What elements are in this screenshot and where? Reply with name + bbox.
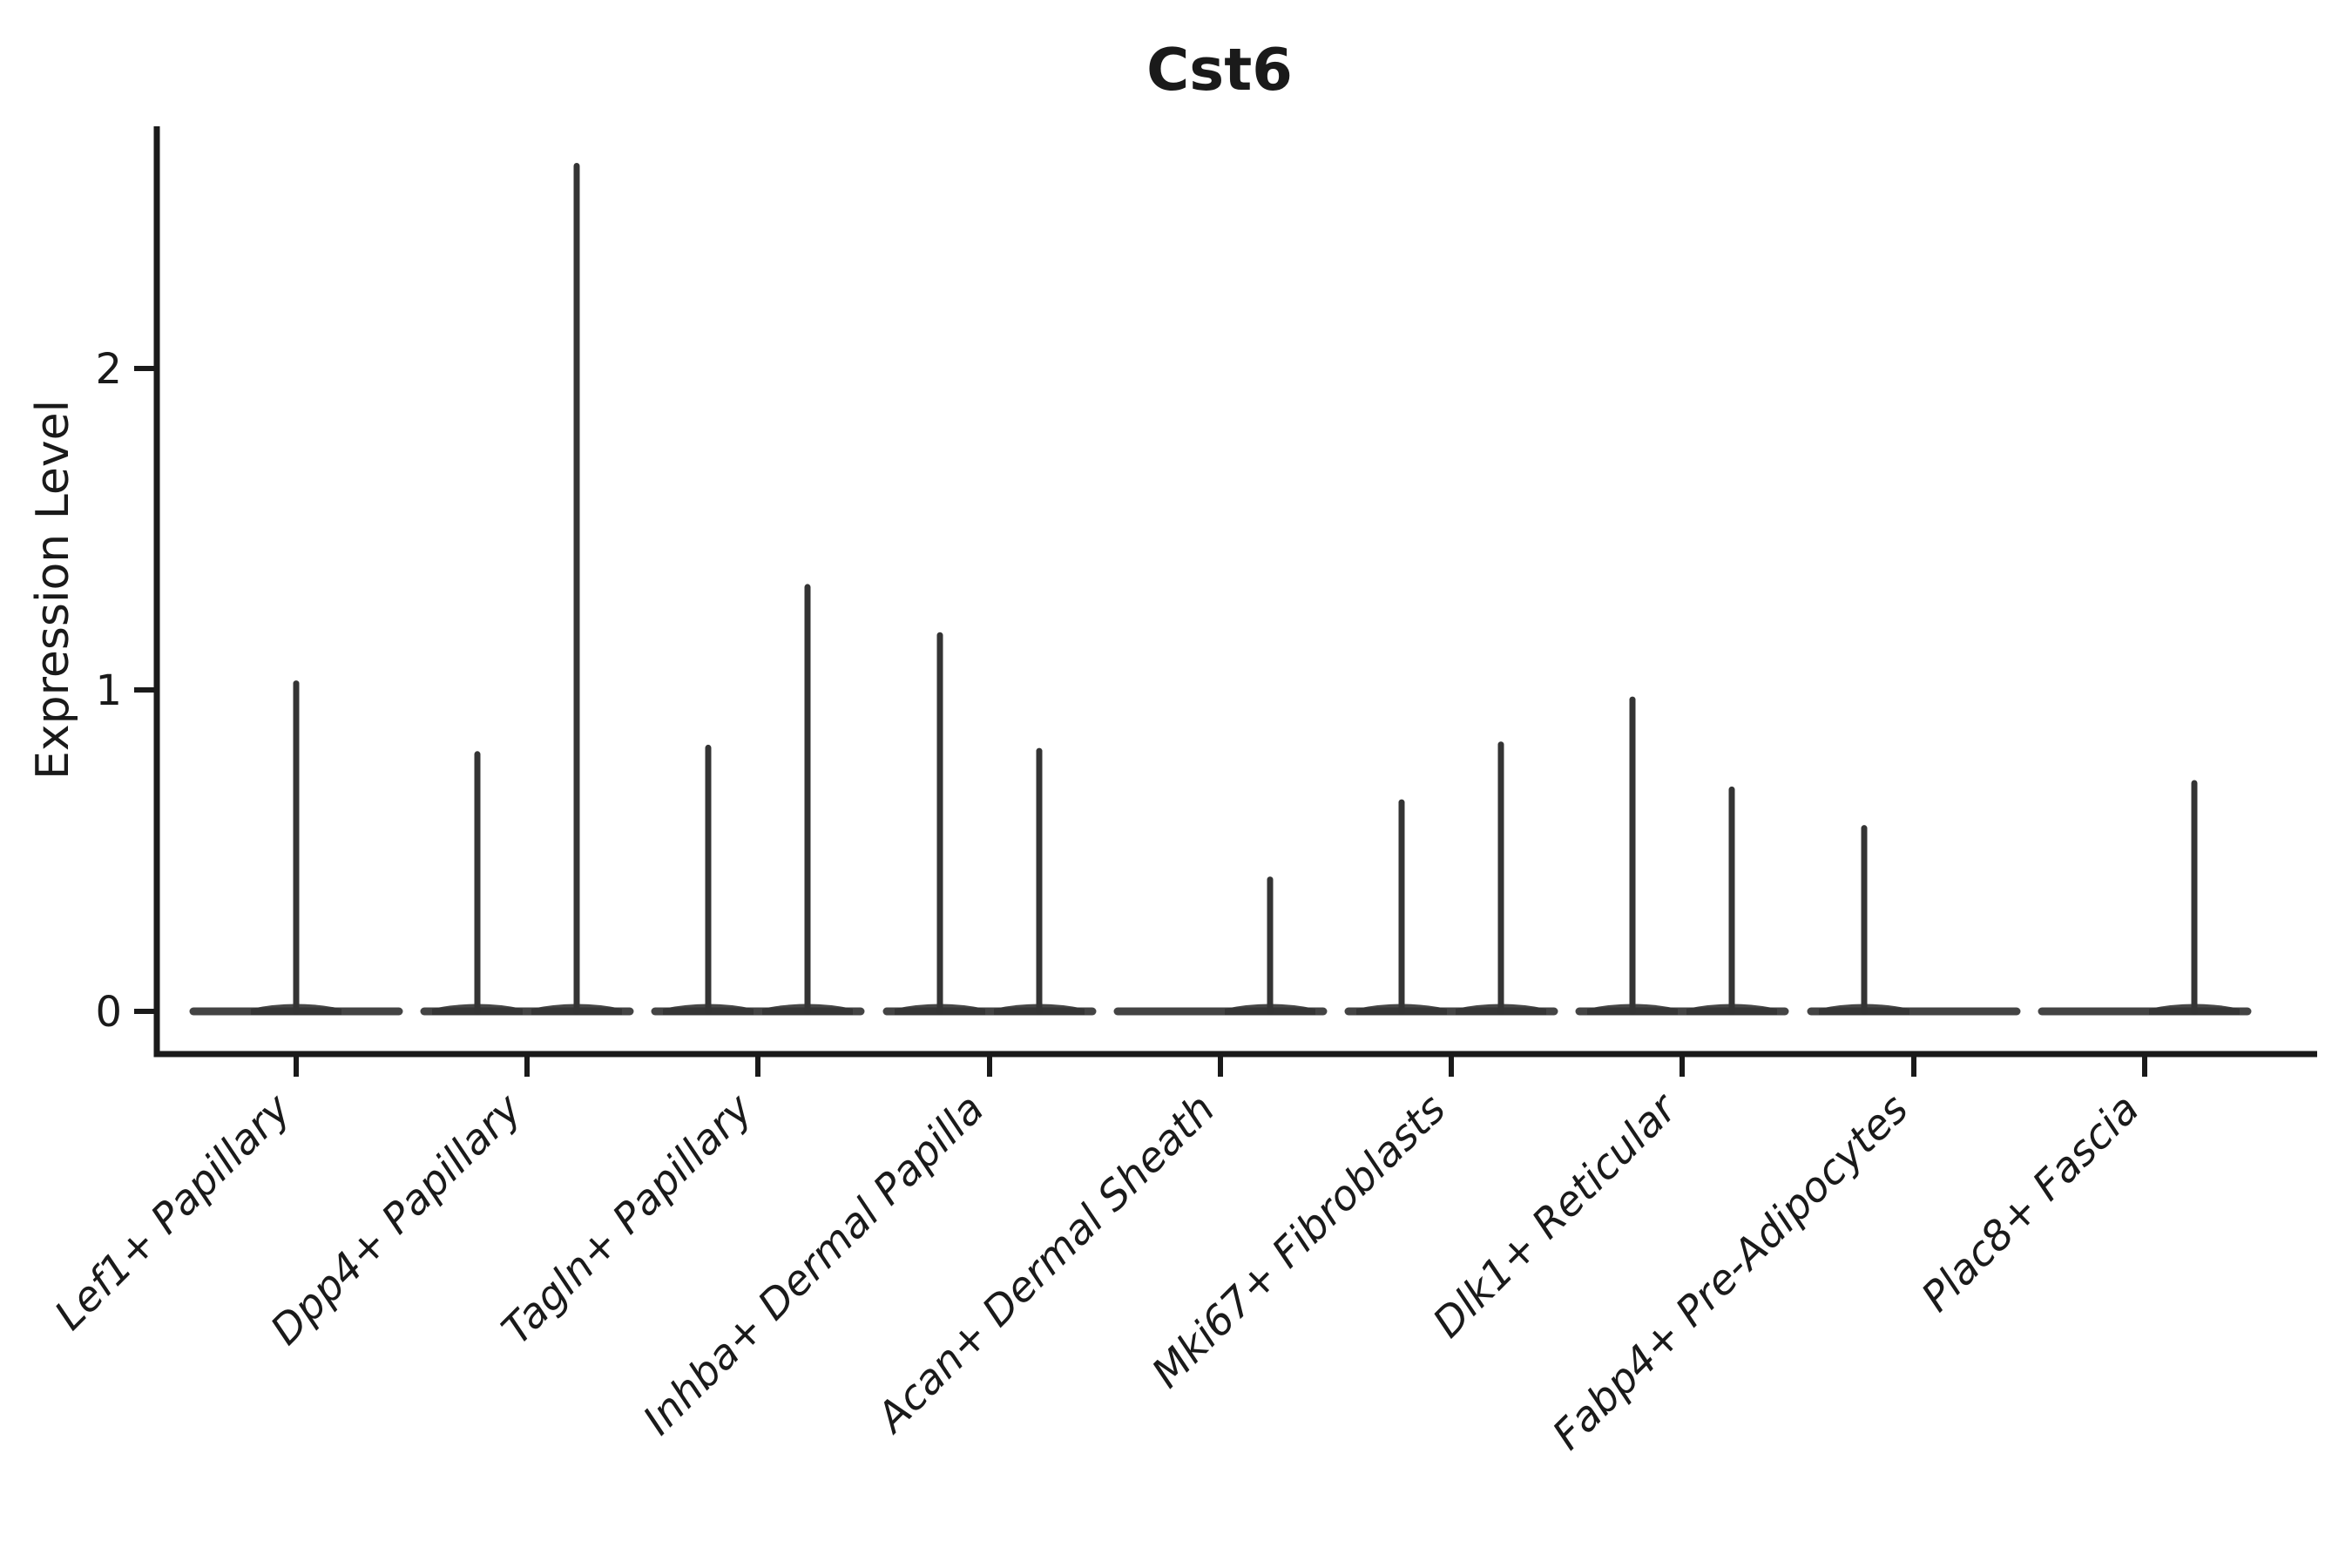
axes-layer	[134, 126, 2317, 1077]
chart-title: Cst6	[1146, 36, 1293, 104]
x-tick-label: Dpp4+ Papillary	[261, 1085, 531, 1355]
y-tick-label: 0	[95, 988, 122, 1037]
x-tick-label: Tagln+ Papillary	[493, 1085, 763, 1355]
x-tick-label: Dlk1+ Reticular	[1424, 1084, 1688, 1348]
y-tick-label: 2	[95, 345, 122, 394]
y-tick-label: 1	[95, 666, 122, 715]
x-tick-label: Lef1+ Papillary	[45, 1085, 301, 1340]
x-tick-label: Plac8+ Fascia	[1912, 1085, 2148, 1321]
y-axis-label: Expression Level	[27, 400, 79, 780]
violins-layer	[189, 163, 2252, 1016]
